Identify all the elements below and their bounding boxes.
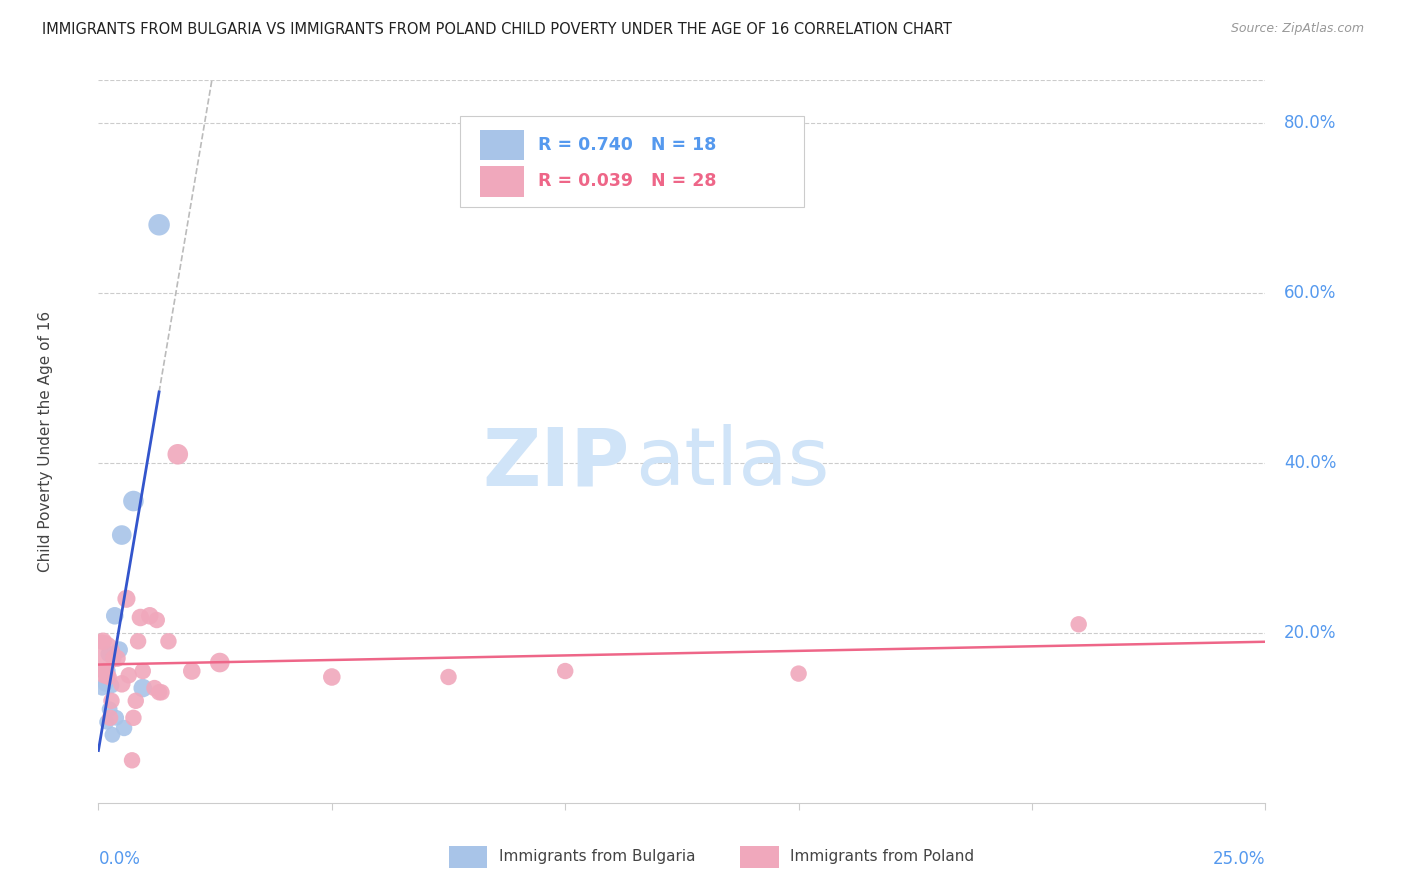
Point	[129, 610, 152, 624]
Point	[112, 721, 135, 735]
Point	[104, 608, 127, 623]
Point	[100, 694, 122, 708]
Point	[97, 664, 120, 678]
Text: Child Poverty Under the Age of 16: Child Poverty Under the Age of 16	[38, 311, 53, 572]
Text: R = 0.039   N = 28: R = 0.039 N = 28	[538, 172, 717, 190]
Point	[105, 651, 128, 665]
Point	[157, 634, 180, 648]
Point	[96, 668, 118, 682]
Point	[132, 664, 155, 678]
FancyBboxPatch shape	[741, 847, 779, 868]
Point	[105, 711, 128, 725]
Point	[101, 728, 124, 742]
Point	[146, 613, 169, 627]
Point	[121, 753, 143, 767]
Text: IMMIGRANTS FROM BULGARIA VS IMMIGRANTS FROM POLAND CHILD POVERTY UNDER THE AGE O: IMMIGRANTS FROM BULGARIA VS IMMIGRANTS F…	[42, 22, 952, 37]
Text: 60.0%: 60.0%	[1284, 284, 1337, 301]
Point	[108, 642, 131, 657]
Point	[90, 647, 112, 661]
Point	[150, 685, 173, 699]
Point	[139, 608, 162, 623]
Text: Immigrants from Bulgaria: Immigrants from Bulgaria	[499, 849, 695, 864]
Text: 20.0%: 20.0%	[1284, 624, 1337, 642]
Point	[118, 668, 141, 682]
FancyBboxPatch shape	[449, 847, 486, 868]
Text: 40.0%: 40.0%	[1284, 454, 1337, 472]
Point	[91, 664, 114, 678]
Point	[93, 668, 115, 682]
Point	[321, 670, 343, 684]
Point	[787, 666, 810, 681]
Point	[100, 678, 122, 692]
Point	[103, 651, 125, 665]
Text: 25.0%: 25.0%	[1213, 849, 1265, 868]
Point	[96, 714, 118, 729]
Text: ZIP: ZIP	[482, 425, 630, 502]
Point	[148, 218, 170, 232]
Text: atlas: atlas	[636, 425, 830, 502]
Point	[208, 656, 231, 670]
Point	[97, 670, 120, 684]
Point	[94, 677, 117, 691]
Point	[111, 528, 134, 542]
Point	[122, 711, 145, 725]
Text: Immigrants from Poland: Immigrants from Poland	[790, 849, 974, 864]
Text: R = 0.740   N = 18: R = 0.740 N = 18	[538, 136, 717, 154]
Point	[554, 664, 576, 678]
Point	[98, 711, 121, 725]
Text: Source: ZipAtlas.com: Source: ZipAtlas.com	[1230, 22, 1364, 36]
Point	[115, 591, 138, 606]
FancyBboxPatch shape	[479, 130, 524, 161]
Point	[91, 681, 114, 695]
Point	[122, 494, 145, 508]
Point	[1067, 617, 1090, 632]
Point	[127, 634, 149, 648]
Point	[143, 681, 166, 695]
Point	[94, 664, 117, 678]
Point	[148, 685, 170, 699]
Point	[132, 681, 155, 695]
Text: 0.0%: 0.0%	[98, 849, 141, 868]
Point	[166, 447, 188, 461]
Point	[180, 664, 202, 678]
Text: 80.0%: 80.0%	[1284, 114, 1337, 132]
Point	[111, 677, 134, 691]
Point	[437, 670, 460, 684]
Point	[91, 634, 114, 648]
Point	[97, 647, 120, 661]
FancyBboxPatch shape	[479, 166, 524, 196]
Point	[98, 702, 121, 716]
Point	[125, 694, 148, 708]
Point	[93, 664, 115, 678]
FancyBboxPatch shape	[460, 117, 804, 207]
